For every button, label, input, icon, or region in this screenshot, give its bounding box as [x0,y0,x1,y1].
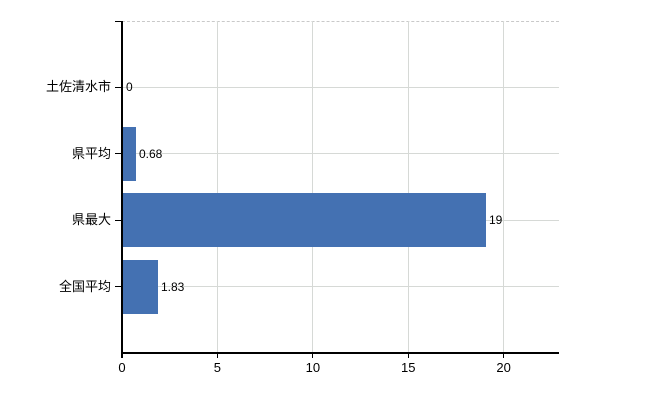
h-gridline [122,86,559,88]
x-axis-tick [216,354,218,358]
x-tick-label: 0 [118,360,126,375]
bar-value-label: 0 [126,80,133,95]
plot-border-top [122,21,559,22]
y-axis-tick [115,219,122,221]
y-axis-tick [115,153,122,155]
bar-value-label: 1.83 [161,279,185,294]
category-label: 県最大 [71,212,111,228]
v-gridline [407,21,409,353]
x-axis-tick [121,354,123,358]
v-gridline [216,21,218,353]
x-tick-label: 10 [305,360,321,375]
v-gridline [503,21,505,353]
x-axis-tick [503,354,505,358]
bar [123,126,136,181]
bar [123,193,486,248]
bar-value-label: 19 [489,213,503,228]
x-tick-label: 5 [213,360,222,375]
x-tick-label: 20 [496,360,511,375]
category-label: 土佐清水市 [45,79,111,95]
h-gridline [122,153,559,155]
y-axis-tick [115,86,122,88]
bar-value-label: 0.68 [139,146,163,161]
y-axis-line [121,21,123,358]
category-label: 全国平均 [58,278,111,294]
category-label: 県平均 [71,145,111,161]
x-axis-line [121,352,559,354]
y-axis-tick [115,286,122,288]
v-gridline [312,21,314,353]
x-tick-label: 15 [401,360,416,375]
x-axis-tick [312,354,314,358]
y-axis-tick [115,21,122,22]
h-gridline [122,286,559,288]
x-axis-tick [407,354,409,358]
bar [123,259,158,314]
